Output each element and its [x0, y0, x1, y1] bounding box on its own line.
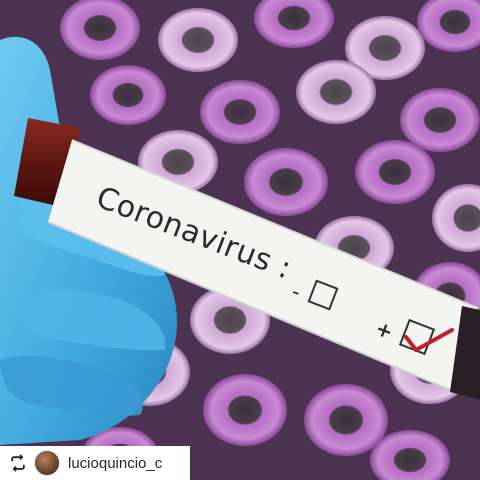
repost-icon: [11, 454, 25, 472]
repost-attribution[interactable]: lucioquincio_c: [0, 446, 190, 480]
negative-checkbox: [307, 279, 339, 311]
red-check-mark-icon: [404, 328, 454, 352]
username[interactable]: lucioquincio_c: [68, 454, 163, 472]
tube-end-cap: [450, 306, 480, 400]
avatar[interactable]: [34, 450, 60, 476]
background-tube-caps: [60, 0, 480, 480]
test-tube-label: [47, 139, 479, 393]
